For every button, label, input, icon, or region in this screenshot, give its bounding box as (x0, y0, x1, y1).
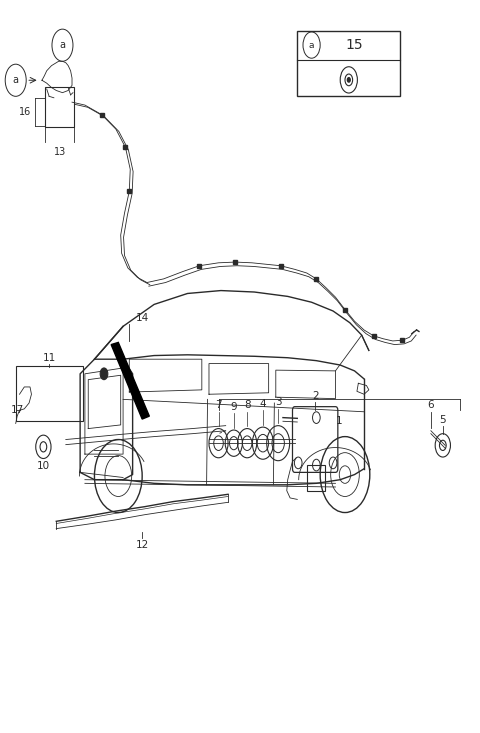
Text: 11: 11 (43, 353, 56, 363)
Text: 2: 2 (312, 391, 319, 401)
Text: 3: 3 (275, 397, 281, 408)
Text: 7: 7 (215, 400, 222, 410)
Text: 10: 10 (37, 462, 50, 471)
Polygon shape (111, 342, 149, 419)
Text: 15: 15 (346, 38, 363, 52)
Text: a: a (12, 75, 19, 85)
Circle shape (100, 368, 108, 380)
Text: 14: 14 (135, 313, 149, 323)
Text: 4: 4 (260, 399, 266, 409)
Text: 1: 1 (336, 416, 342, 426)
Text: 12: 12 (135, 540, 149, 550)
Text: 6: 6 (428, 400, 434, 410)
Text: 8: 8 (244, 400, 251, 410)
Text: a: a (60, 40, 65, 50)
Text: 16: 16 (19, 107, 32, 117)
Text: 13: 13 (53, 147, 66, 158)
Bar (297, 31, 400, 96)
Text: 5: 5 (440, 415, 446, 425)
Bar (16, 366, 83, 421)
Bar (45, 86, 74, 127)
Bar (307, 465, 325, 490)
Text: 9: 9 (230, 402, 237, 412)
Circle shape (348, 78, 350, 82)
Text: a: a (309, 40, 314, 50)
Text: 17: 17 (11, 405, 24, 416)
